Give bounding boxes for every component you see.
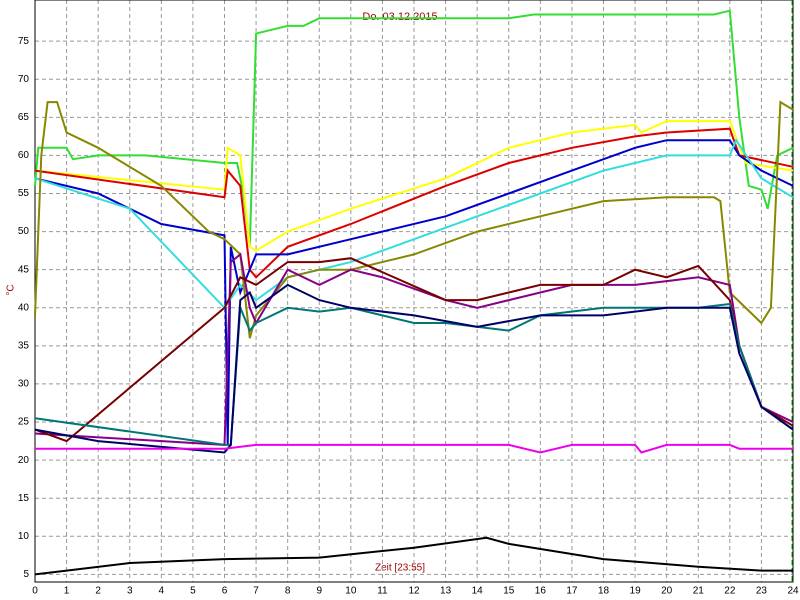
series-line <box>34 302 794 446</box>
x-tick-label: 13 <box>440 586 452 597</box>
series-line <box>34 536 793 576</box>
x-tick-label: 12 <box>408 586 420 597</box>
x-tick-label: 7 <box>253 586 259 597</box>
x-tick-label: 20 <box>661 586 673 597</box>
x-tick-label: 0 <box>32 586 38 597</box>
x-tick-label: 21 <box>693 586 705 597</box>
series-line <box>34 100 794 339</box>
series-line <box>35 443 793 454</box>
series-line <box>34 138 794 310</box>
y-tick-label: 30 <box>18 379 30 390</box>
x-tick-label: 2 <box>95 586 101 597</box>
series-line <box>34 9 794 247</box>
x-tick-label: 4 <box>159 586 165 597</box>
y-tick-label: 5 <box>23 569 29 580</box>
x-tick-label: 22 <box>724 586 736 597</box>
x-tick-label: 17 <box>566 586 578 597</box>
x-tick-label: 6 <box>222 586 228 597</box>
x-axis-label: Zeit [23:55] <box>375 563 425 574</box>
x-tick-label: 5 <box>190 586 196 597</box>
y-tick-label: 15 <box>18 493 30 504</box>
x-tick-label: 3 <box>127 586 133 597</box>
y-tick-label: 35 <box>18 340 30 351</box>
x-tick-label: 8 <box>285 586 291 597</box>
series-line <box>34 257 794 443</box>
y-tick-label: 20 <box>18 455 30 466</box>
x-tick-label: 14 <box>472 586 484 597</box>
y-tick-label: 60 <box>18 150 30 161</box>
series-line <box>34 139 794 445</box>
x-tick-label: 16 <box>535 586 547 597</box>
y-tick-label: 55 <box>18 188 30 199</box>
x-tick-label: 15 <box>503 586 515 597</box>
x-tick-label: 24 <box>787 586 799 597</box>
x-tick-label: 1 <box>64 586 70 597</box>
series-line <box>34 127 794 279</box>
y-tick-label: 65 <box>18 112 30 123</box>
series-line <box>34 283 794 454</box>
x-tick-label: 9 <box>316 586 322 597</box>
x-tick-label: 19 <box>630 586 642 597</box>
y-axis-label: °C <box>6 284 17 295</box>
x-tick-label: 11 <box>377 586 388 597</box>
y-tick-label: 50 <box>18 226 30 237</box>
series-line <box>34 120 794 252</box>
y-tick-label: 70 <box>18 74 30 85</box>
x-tick-label: 23 <box>756 586 768 597</box>
chart-title: Do. 03.12.2015 <box>362 11 437 23</box>
y-tick-label: 10 <box>18 531 30 542</box>
y-tick-label: 40 <box>18 302 30 313</box>
y-tick-label: 25 <box>18 417 30 428</box>
y-tick-label: 45 <box>18 264 30 275</box>
y-tick-label: 75 <box>18 36 30 47</box>
x-tick-label: 18 <box>598 586 610 597</box>
x-tick-label: 10 <box>345 586 357 597</box>
